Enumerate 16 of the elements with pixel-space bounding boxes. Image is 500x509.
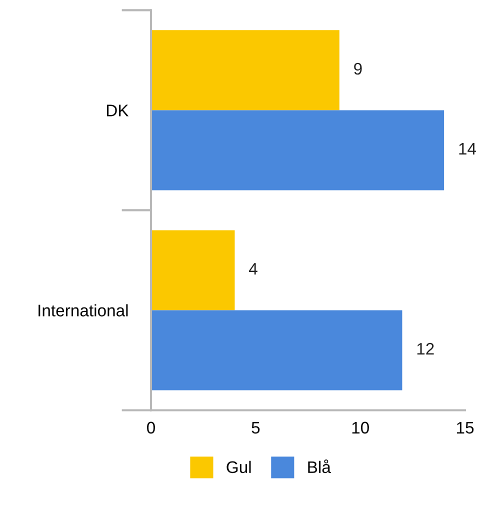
data-label: 4 bbox=[249, 263, 258, 275]
bar bbox=[151, 230, 235, 310]
data-label: 9 bbox=[354, 62, 362, 75]
bar bbox=[151, 30, 340, 110]
bar bbox=[151, 110, 444, 190]
data-label: 12 bbox=[417, 342, 434, 355]
legend-label: Gul bbox=[226, 460, 251, 474]
bar bbox=[151, 310, 402, 390]
x-tick-label: 5 bbox=[252, 422, 260, 434]
y-tick-label: International bbox=[38, 304, 128, 316]
data-label: 14 bbox=[459, 143, 476, 155]
x-tick-label: 10 bbox=[352, 422, 369, 434]
x-tick-label: 0 bbox=[147, 422, 155, 434]
x-tick-label: 15 bbox=[457, 422, 474, 434]
legend-label: Blå bbox=[308, 459, 331, 474]
y-tick-label: DK bbox=[106, 104, 129, 116]
